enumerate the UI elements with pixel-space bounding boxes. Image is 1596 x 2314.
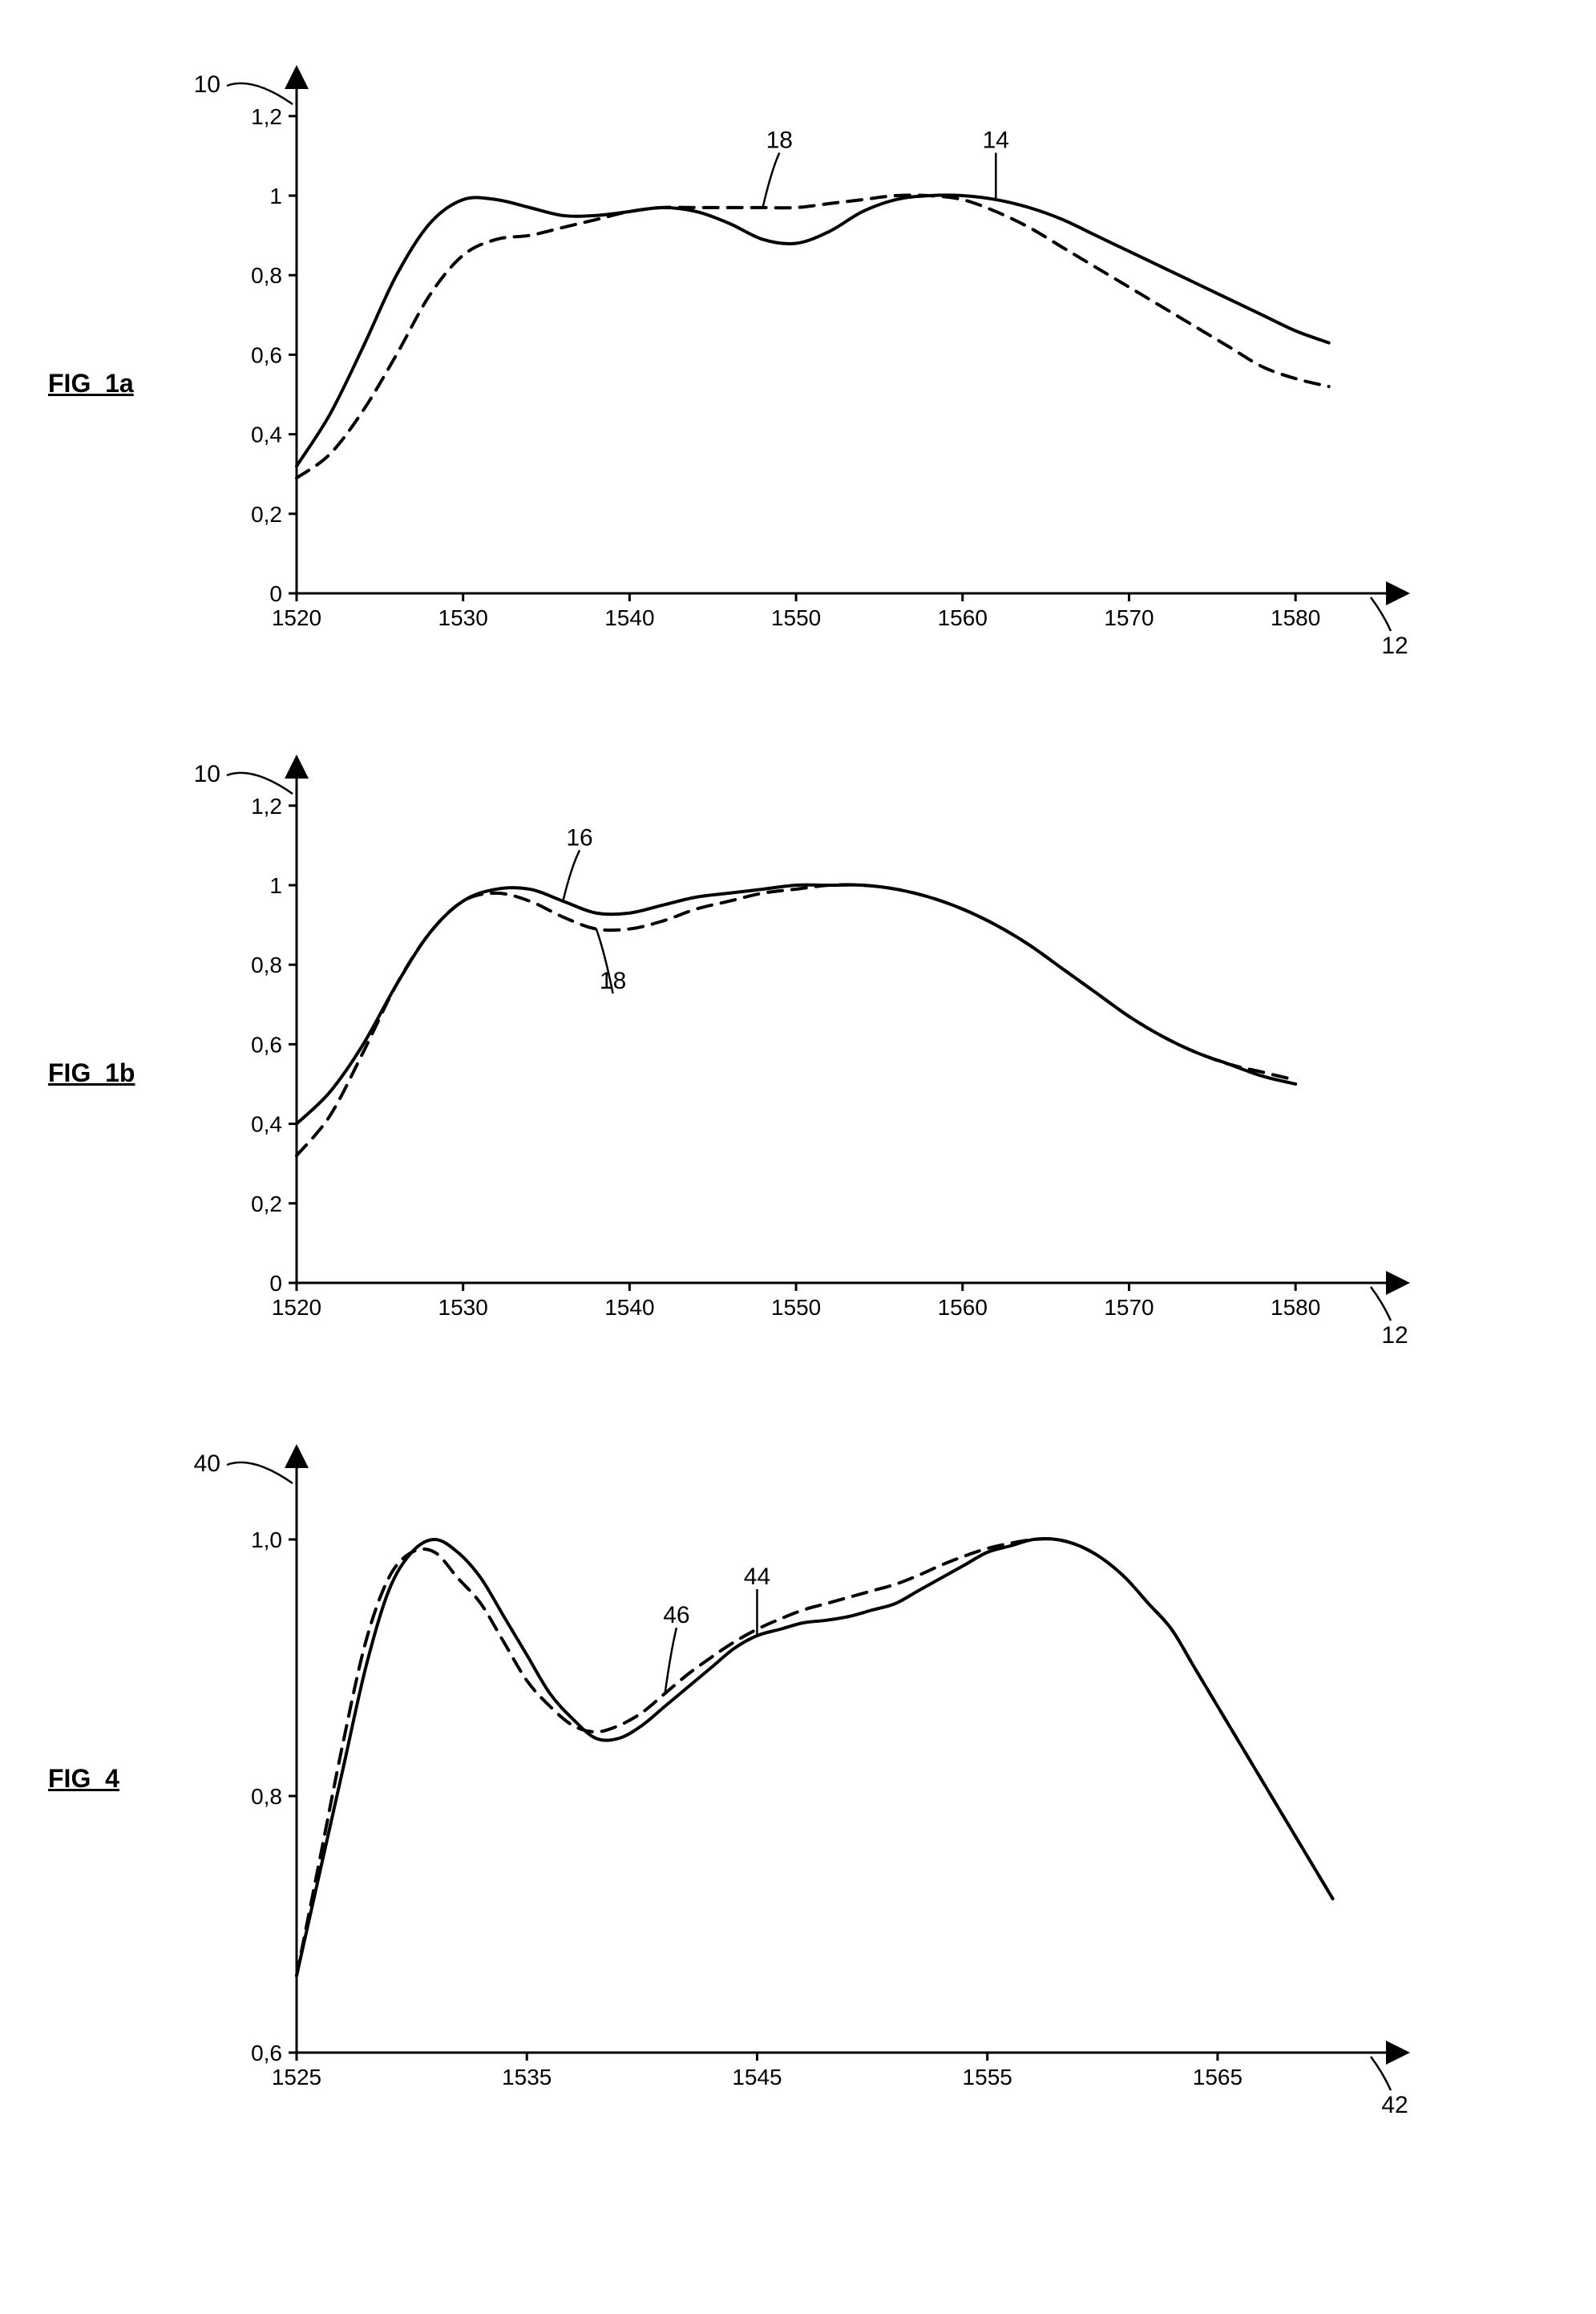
figure-1a-label: FIG_1a [48,369,134,398]
svg-text:0,4: 0,4 [251,1112,282,1137]
svg-text:1550: 1550 [771,605,821,630]
svg-text:1570: 1570 [1104,605,1154,630]
svg-text:1520: 1520 [272,605,321,630]
figure-1a: FIG_1a 0 0,2 0,4 0,6 0,8 1 1,2 1520 1530 1540 1550… [32,32,1564,674]
svg-text:1540: 1540 [604,1295,654,1320]
svg-text:18: 18 [766,127,793,153]
svg-text:1,2: 1,2 [251,794,282,819]
svg-text:46: 46 [663,1602,689,1628]
svg-text:1535: 1535 [502,2065,552,2089]
svg-text:1565: 1565 [1193,2065,1242,2089]
svg-text:12: 12 [1381,1322,1408,1349]
svg-text:1525: 1525 [272,2065,321,2089]
svg-text:1560: 1560 [938,1295,988,1320]
chart-1a-svg: 0 0,2 0,4 0,6 0,8 1 1,2 1520 1530 1540 1550 1560 157… [32,32,1475,674]
svg-text:42: 42 [1381,2092,1408,2118]
svg-text:0: 0 [269,581,282,606]
svg-text:1550: 1550 [771,1295,821,1320]
svg-text:0,8: 0,8 [251,263,282,288]
figure-1b-label: FIG_1b [48,1058,135,1088]
svg-text:0,6: 0,6 [251,342,282,367]
svg-text:1545: 1545 [732,2065,782,2089]
chart-4-svg: 0,6 0,8 1,0 1525 1535 1545 1555 1565 40 42 44 46 [32,1411,1475,2133]
svg-text:1530: 1530 [438,1295,488,1320]
svg-text:1,0: 1,0 [251,1527,282,1552]
svg-text:1580: 1580 [1271,1295,1320,1320]
svg-text:10: 10 [194,761,220,787]
svg-text:0,6: 0,6 [251,1032,282,1057]
svg-text:44: 44 [744,1564,770,1590]
svg-text:1540: 1540 [604,605,654,630]
svg-text:14: 14 [983,127,1009,153]
svg-text:18: 18 [600,968,626,994]
svg-text:10: 10 [194,71,220,98]
svg-text:1: 1 [269,184,282,208]
svg-text:0,2: 0,2 [251,1191,282,1216]
svg-text:1580: 1580 [1271,605,1320,630]
svg-text:16: 16 [566,824,592,851]
svg-text:40: 40 [194,1450,220,1477]
figure-4-label: FIG_4 [48,1764,119,1794]
svg-text:1555: 1555 [963,2065,1012,2089]
svg-text:0,8: 0,8 [251,1784,282,1809]
chart-1b-svg: 0 0,2 0,4 0,6 0,8 1 1,2 1520 1530 1540 1550 1560 157… [32,722,1475,1363]
svg-text:0,8: 0,8 [251,953,282,977]
svg-text:12: 12 [1381,633,1408,659]
svg-text:1: 1 [269,873,282,898]
svg-text:0,2: 0,2 [251,502,282,527]
figure-1b: FIG_1b 0 0,2 0,4 0,6 0,8 1 1,2 1520 1530 1540 1550… [32,722,1564,1363]
figure-4: FIG_4 0,6 0,8 1,0 1525 1535 1545 1555 1565 40 42 4… [32,1411,1564,2133]
svg-text:1560: 1560 [938,605,988,630]
svg-text:0,4: 0,4 [251,423,282,447]
svg-text:1,2: 1,2 [251,104,282,129]
svg-text:0,6: 0,6 [251,2041,282,2065]
svg-text:0: 0 [269,1271,282,1296]
svg-text:1530: 1530 [438,605,488,630]
svg-text:1520: 1520 [272,1295,321,1320]
svg-text:1570: 1570 [1104,1295,1154,1320]
